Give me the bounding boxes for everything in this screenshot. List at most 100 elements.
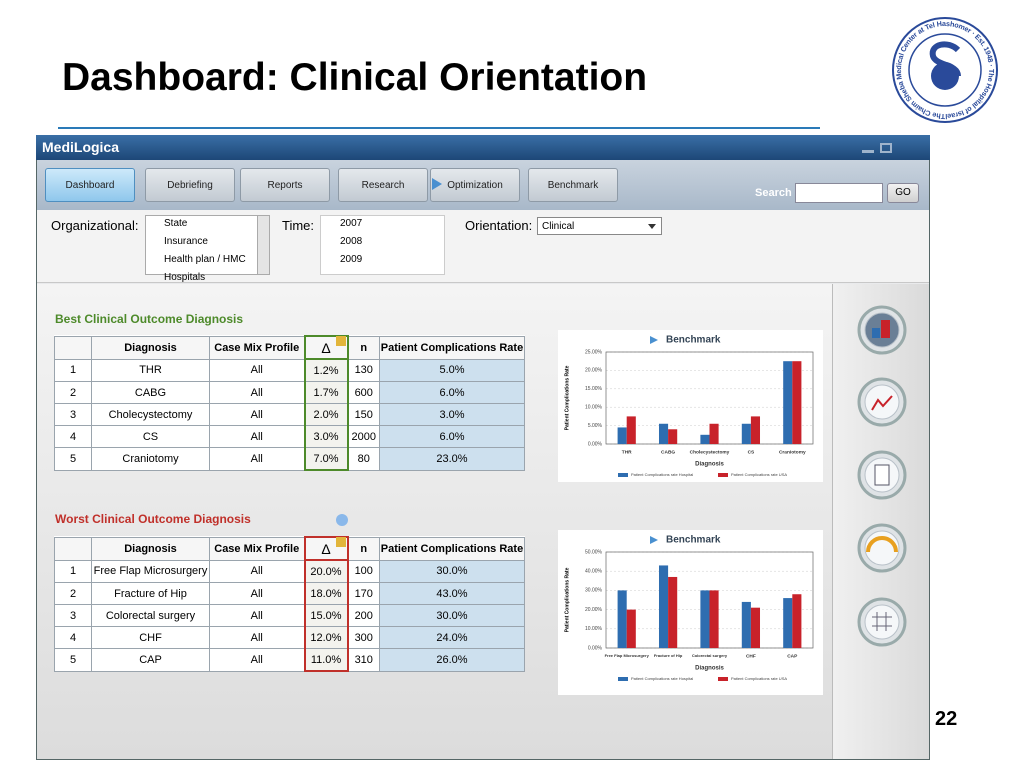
table-cell: 2.0%: [303, 403, 349, 426]
header-cell[interactable]: Diagnosis: [91, 335, 210, 360]
x-tick-label: Craniotomy: [779, 449, 806, 455]
bar: [658, 423, 669, 444]
table-row[interactable]: 4 CS All 3.0% 2000 6.0%: [54, 425, 525, 448]
y-tick-label: 5.00%: [588, 423, 603, 429]
table-cell: 15.0%: [303, 604, 349, 627]
list-option[interactable]: 2008: [340, 236, 363, 247]
table-cell: 30.0%: [379, 604, 525, 627]
table-cell: 3: [54, 403, 92, 426]
header-cell[interactable]: Δ: [303, 536, 349, 561]
list-option[interactable]: State: [164, 218, 188, 229]
list-option[interactable]: Insurance: [164, 236, 208, 247]
title-arrow: [650, 336, 658, 344]
help-badge: [336, 336, 346, 346]
nav-button[interactable]: Debriefing: [145, 168, 235, 202]
header-cell[interactable]: Patient Complications Rate: [379, 536, 525, 561]
x-tick-label: CHF: [746, 653, 756, 659]
header-cell[interactable]: Case Mix Profile: [209, 536, 305, 561]
app-name: MediLogica: [42, 139, 120, 155]
bar: [700, 590, 710, 648]
table-cell: 4: [54, 425, 92, 448]
list-option[interactable]: 2009: [340, 254, 363, 265]
header-cell[interactable]: n: [347, 335, 380, 360]
table-cell: All: [209, 559, 305, 583]
icon-face: [864, 604, 900, 640]
select[interactable]: Clinical: [537, 217, 662, 235]
table-cell: 100: [347, 559, 380, 583]
icon-glyph: [871, 395, 893, 411]
nav-button[interactable]: Dashboard: [45, 168, 135, 202]
x-axis-title: Diagnosis: [695, 462, 724, 468]
scrollbar: [257, 216, 269, 274]
legend-label: Patient Complications rate Hospital: [631, 472, 693, 477]
bar: [709, 590, 719, 648]
x-tick-label: Fracture of Hip: [654, 653, 683, 658]
bar: [783, 598, 793, 648]
nav-button[interactable]: Research: [338, 168, 428, 202]
x-tick-label: Colorectal surgery: [692, 653, 728, 658]
y-tick-label: 50.00%: [585, 549, 603, 555]
bar: [626, 609, 636, 648]
bar: [741, 423, 751, 444]
table-row[interactable]: 1 THR All 1.2% 130 5.0%: [54, 358, 525, 382]
table-row[interactable]: 4 CHF All 12.0% 300 24.0%: [54, 626, 525, 649]
table-cell: Colorectal surgery: [91, 604, 210, 627]
table-cell: 130: [347, 358, 380, 382]
header-cell[interactable]: n: [347, 536, 380, 561]
table-cell: CABG: [91, 381, 210, 404]
x-axis-title: Diagnosis: [695, 666, 724, 672]
table-row[interactable]: 5 Craniotomy All 7.0% 80 23.0%: [54, 447, 525, 471]
table-row[interactable]: 3 Colorectal surgery All 15.0% 200 30.0%: [54, 604, 525, 627]
y-axis-title: Patient Complications Rate: [564, 365, 570, 430]
logo: The Chaim Sheba Medical Center at Tel Ha…: [892, 17, 998, 123]
table-cell: All: [209, 582, 305, 605]
listbox[interactable]: [145, 215, 270, 275]
icon-glyph: [866, 536, 898, 553]
table-cell: All: [209, 403, 305, 426]
bar: [626, 416, 636, 444]
search-button[interactable]: GO: [887, 183, 919, 203]
search-input[interactable]: [795, 183, 883, 203]
table-cell: 20.0%: [303, 559, 349, 583]
table-row[interactable]: 2 Fracture of Hip All 18.0% 170 43.0%: [54, 582, 525, 605]
window-minimize[interactable]: [862, 150, 874, 153]
header-cell[interactable]: Diagnosis: [91, 536, 210, 561]
list-option[interactable]: 2007: [340, 218, 363, 229]
table-row[interactable]: 2 CABG All 1.7% 600 6.0%: [54, 381, 525, 404]
table-cell: Free Flap Microsurgery: [91, 559, 210, 583]
legend-label: Patient Complications rate Hospital: [631, 676, 693, 681]
list-option[interactable]: Health plan / HMC: [164, 254, 246, 265]
list-option[interactable]: Hospitals: [164, 272, 206, 283]
header-cell[interactable]: Patient Complications Rate: [379, 335, 525, 360]
table-cell: 26.0%: [379, 648, 525, 672]
table-cell: 5.0%: [379, 358, 525, 382]
nav-button[interactable]: Benchmark: [528, 168, 618, 202]
table-cell: 1.7%: [303, 381, 349, 404]
title-rule: [58, 127, 820, 129]
icon-glyph: [874, 464, 890, 486]
listbox[interactable]: [320, 215, 445, 275]
header-cell[interactable]: Case Mix Profile: [209, 335, 305, 360]
chart-background: [558, 530, 823, 695]
bar: [617, 590, 627, 648]
table-cell: All: [209, 381, 305, 404]
nav-button[interactable]: Optimization: [430, 168, 520, 202]
bar: [709, 423, 719, 444]
table-cell: 12.0%: [303, 626, 349, 649]
legend-swatch: [718, 473, 728, 477]
title-arrow: [650, 536, 658, 544]
legend-swatch: [718, 677, 728, 681]
section-title: Best Clinical Outcome Diagnosis: [55, 312, 244, 326]
table-cell: 2: [54, 381, 92, 404]
legend-label: Patient Complications rate USA: [731, 676, 787, 681]
y-tick-label: 40.00%: [585, 569, 603, 575]
x-tick-label: Free Flap Microsurgery: [605, 653, 650, 658]
table-row[interactable]: 5 CAP All 11.0% 310 26.0%: [54, 648, 525, 672]
table-cell: All: [209, 648, 305, 672]
nav-button[interactable]: Reports: [240, 168, 330, 202]
table-row[interactable]: 3 Cholecystectomy All 2.0% 150 3.0%: [54, 403, 525, 426]
table-row[interactable]: 1 Free Flap Microsurgery All 20.0% 100 30.0%: [54, 559, 525, 583]
y-tick-label: 20.00%: [585, 368, 603, 374]
window-maximize[interactable]: [880, 143, 892, 153]
